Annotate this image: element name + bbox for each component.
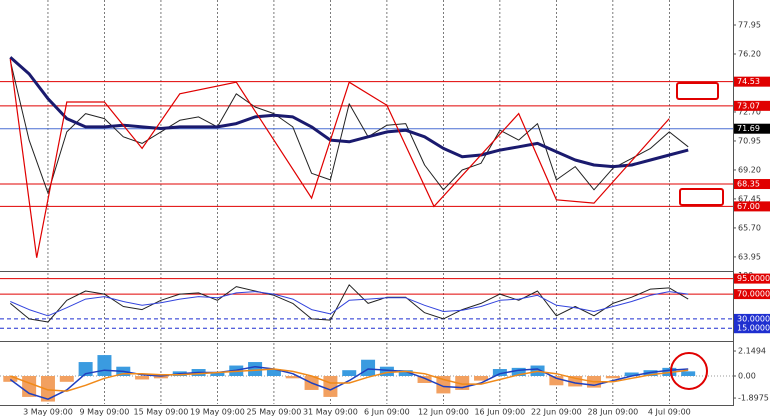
histogram-bar xyxy=(153,375,168,379)
x-tick-label: 25 May 09:00 xyxy=(246,408,301,417)
level-label-box xyxy=(734,323,770,334)
y-tick-label: 0.00 xyxy=(738,371,756,380)
level-label: 67.00 xyxy=(737,202,760,211)
level-label-box xyxy=(734,100,770,111)
level-label: 30.0000 xyxy=(737,314,770,323)
histogram-bar xyxy=(342,370,357,376)
histogram-bar xyxy=(417,375,432,383)
y-tick-label: 77.95 xyxy=(738,21,761,30)
histogram-bar xyxy=(624,372,639,376)
histogram-bar xyxy=(511,367,526,376)
zigzag-line xyxy=(9,58,670,258)
x-tick-label: 12 Jun 09:00 xyxy=(418,408,469,417)
series-line xyxy=(9,60,689,194)
series-line xyxy=(9,284,689,323)
histogram-bar xyxy=(605,375,620,379)
y-tick-label: 67.45 xyxy=(738,194,761,203)
histogram-bar xyxy=(681,371,696,376)
annotation-circle xyxy=(670,352,708,390)
histogram-bar xyxy=(568,375,583,387)
x-tick-label: 16 Jun 09:00 xyxy=(474,408,525,417)
histogram-bar xyxy=(266,369,281,376)
level-label-box xyxy=(734,313,770,324)
level-label: 68.35 xyxy=(737,180,760,189)
x-tick-label: 4 Jul 09:00 xyxy=(648,408,691,417)
x-tick-label: 3 May 09:00 xyxy=(23,408,73,417)
x-tick-label: 28 Jun 09:00 xyxy=(587,408,638,417)
level-label-box xyxy=(734,123,770,134)
level-label-box xyxy=(734,179,770,190)
level-label-box xyxy=(734,273,770,284)
annotation-box xyxy=(676,82,719,100)
y-tick-label: 2.1494 xyxy=(738,347,766,356)
y-tick-label: -1.8975 xyxy=(738,394,769,403)
histogram-bar xyxy=(40,375,55,402)
histogram-bar xyxy=(135,375,150,380)
level-label: 71.69 xyxy=(737,124,760,133)
histogram-bar xyxy=(361,359,376,376)
x-tick-label: 19 May 09:00 xyxy=(190,408,245,417)
histogram-bar xyxy=(474,375,489,381)
level-label-box xyxy=(734,289,770,300)
x-tick-label: 6 Jun 09:00 xyxy=(364,408,410,417)
y-tick-label: 69.20 xyxy=(738,165,761,174)
y-tick-label: 76.20 xyxy=(738,50,761,59)
x-tick-label: 15 May 09:00 xyxy=(134,408,189,417)
x-tick-label: 9 May 09:00 xyxy=(80,408,130,417)
series-line xyxy=(10,368,689,392)
level-label: 15.0000 xyxy=(737,324,770,333)
histogram-bar xyxy=(549,375,564,386)
level-label: 70.0000 xyxy=(737,290,770,299)
x-tick-label: 31 May 09:00 xyxy=(303,408,358,417)
histogram-bar xyxy=(59,375,74,382)
histogram-bar xyxy=(97,355,112,376)
histogram-bar xyxy=(3,375,18,382)
series-line xyxy=(10,291,689,317)
y-tick-label: 63.95 xyxy=(738,252,761,261)
histogram-bar xyxy=(323,375,338,397)
histogram-bar xyxy=(492,369,507,376)
level-label-box xyxy=(734,76,770,87)
level-label: 73.07 xyxy=(737,101,760,110)
y-tick-label: 65.70 xyxy=(738,223,761,232)
histogram-bar xyxy=(398,370,413,376)
histogram-bar xyxy=(379,366,394,376)
x-tick-label: 22 Jun 09:00 xyxy=(531,408,582,417)
y-tick-label: 72.70 xyxy=(738,107,761,116)
series-line xyxy=(9,365,689,400)
histogram-bar xyxy=(285,375,300,379)
y-tick-label: 70.95 xyxy=(738,136,761,145)
level-label-box xyxy=(734,201,770,212)
histogram-bar xyxy=(210,372,225,376)
level-label: 74.53 xyxy=(737,77,760,86)
histogram-bar xyxy=(248,362,263,376)
level-label: 95.0000 xyxy=(737,274,770,283)
annotation-box xyxy=(679,188,724,206)
